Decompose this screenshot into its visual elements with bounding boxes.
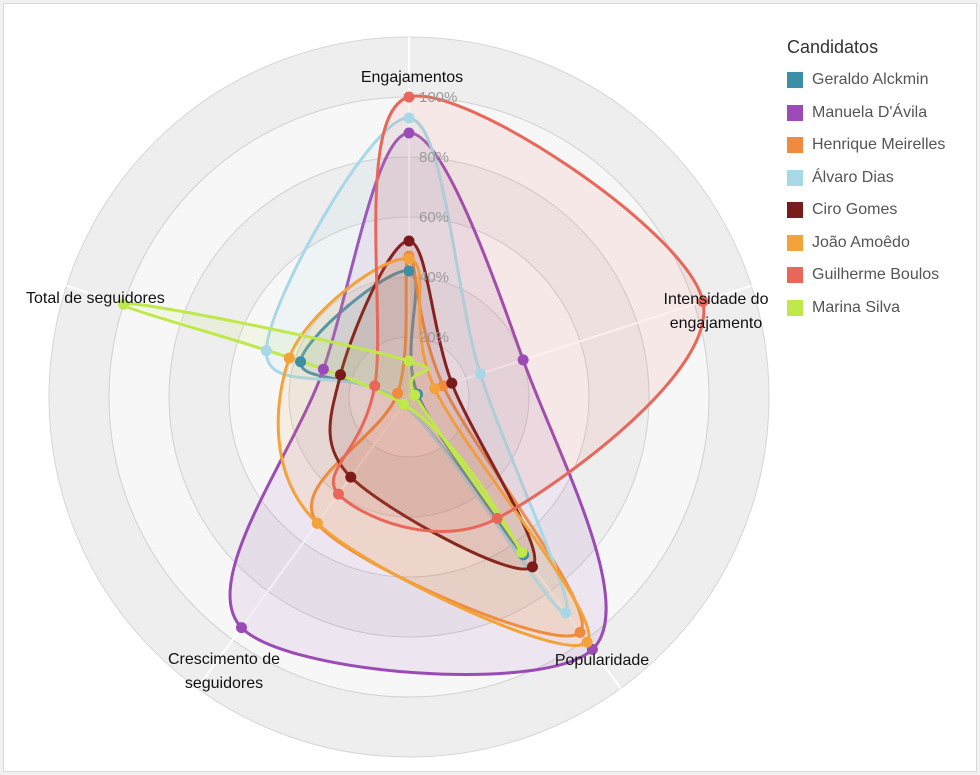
point-henrique-meirelles-5 [392, 387, 404, 399]
legend-item-marina-silva[interactable]: Marina Silva [787, 292, 945, 325]
point-ciro-gomes-4 [345, 471, 357, 483]
point-joao-amoedo-2 [429, 383, 441, 395]
point-manuela-d-avila-5 [317, 363, 329, 375]
legend-item-guilherme-boulos[interactable]: Guilherme Boulos [787, 259, 945, 292]
legend-label-guilherme-boulos: Guilherme Boulos [812, 266, 940, 284]
point-ciro-gomes-2 [446, 377, 458, 389]
point-ciro-gomes-1 [403, 235, 415, 247]
point-marina-silva-3 [516, 546, 528, 558]
tick-label-2: 40% [419, 269, 449, 286]
legend-item-alvaro-dias[interactable]: Álvaro Dias [787, 162, 945, 195]
legend-label-joao-amoedo: João Amoêdo [812, 233, 910, 251]
point-ciro-gomes-3 [526, 561, 538, 573]
point-marina-silva-5 [118, 298, 130, 310]
point-alvaro-dias-1 [403, 112, 415, 124]
point-alvaro-dias-5 [260, 345, 272, 357]
axis-label-1: Engajamentos [361, 69, 463, 86]
legend-item-joao-amoedo[interactable]: João Amoêdo [787, 227, 945, 260]
series-line-geraldo-alckmin [299, 269, 526, 557]
point-guilherme-boulos-3 [491, 512, 503, 524]
legend-swatch-manuela-d-avila [787, 104, 803, 121]
legend-item-henrique-meirelles[interactable]: Henrique Meirelles [787, 129, 945, 162]
legend-label-geraldo-alckmin: Geraldo Alckmin [812, 71, 929, 89]
legend-label-marina-silva: Marina Silva [812, 298, 901, 316]
point-manuela-d-avila-1 [403, 127, 415, 139]
radar-chart: 20% 40% 60% 80% 100% Engajamentos Intensidade … [26, 36, 770, 758]
point-henrique-meirelles-3 [574, 626, 586, 638]
tick-label-1: 20% [419, 329, 449, 346]
point-ciro-gomes-5 [335, 369, 347, 381]
point-geraldo-alckmin-5 [295, 356, 307, 368]
legend-item-geraldo-alckmin[interactable]: Geraldo Alckmin [787, 64, 945, 97]
point-marina-silva-1 [403, 355, 415, 367]
point-joao-amoedo-4 [311, 517, 323, 529]
point-guilherme-boulos-2 [697, 296, 709, 308]
point-marina-silva-2 [409, 389, 421, 401]
point-alvaro-dias-3 [560, 607, 572, 619]
legend-swatch-marina-silva [787, 299, 803, 316]
legend-label-alvaro-dias: Álvaro Dias [812, 168, 894, 186]
tick-label-5: 100% [419, 89, 457, 106]
point-guilherme-boulos-1 [403, 91, 415, 103]
legend-swatch-guilherme-boulos [787, 267, 803, 284]
point-geraldo-alckmin-1 [403, 265, 415, 277]
legend-swatch-alvaro-dias [787, 169, 803, 186]
axis-label-5: Total de seguidores [26, 290, 165, 307]
point-manuela-d-avila-4 [235, 622, 247, 634]
chart-frame: 20% 40% 60% 80% 100% Engajamentos Intensidade … [3, 3, 977, 772]
tick-label-4: 80% [419, 149, 449, 166]
axis-label-3: Popularidade [555, 652, 649, 669]
legend-title: Candidatos [787, 37, 879, 57]
point-guilherme-boulos-5 [369, 380, 381, 392]
legend-label-manuela-d-avila: Manuela D'Ávila [812, 103, 928, 121]
point-joao-amoedo-1 [403, 253, 415, 265]
axis-label-2: Intensidade do engajamento [664, 291, 769, 332]
legend-swatch-henrique-meirelles [787, 137, 803, 154]
point-joao-amoedo-5 [283, 352, 295, 364]
legend-swatch-ciro-gomes [787, 202, 803, 219]
legend-swatch-geraldo-alckmin [787, 72, 803, 89]
radar-spoke-4 [196, 396, 410, 689]
point-guilherme-boulos-4 [332, 488, 344, 500]
legend-items: Geraldo Alckmin Manuela D'Ávila Henrique M… [787, 64, 945, 324]
point-henrique-meirelles-2 [437, 380, 449, 392]
legend-item-manuela-d-avila[interactable]: Manuela D'Ávila [787, 97, 945, 130]
legend-item-ciro-gomes[interactable]: Ciro Gomes [787, 194, 945, 227]
legend-label-henrique-meirelles: Henrique Meirelles [812, 136, 946, 154]
tick-label-3: 60% [419, 209, 449, 226]
point-alvaro-dias-2 [474, 368, 486, 380]
point-marina-silva-4 [398, 398, 410, 410]
series-line-alvaro-dias [264, 116, 569, 615]
radar-spoke-2 [408, 284, 752, 398]
point-joao-amoedo-3 [581, 636, 593, 648]
point-manuela-d-avila-2 [517, 354, 529, 366]
legend-label-ciro-gomes: Ciro Gomes [812, 201, 898, 219]
radar-series [118, 91, 709, 676]
axis-label-4: Crescimento de seguidores [168, 651, 280, 692]
legend-swatch-joao-amoedo [787, 234, 803, 251]
legend: Candidatos Geraldo Alckmin Manuela D'Ávil… [787, 37, 945, 324]
radar-labels: 20% 40% 60% 80% 100% Engajamentos Intensidade … [26, 69, 769, 692]
